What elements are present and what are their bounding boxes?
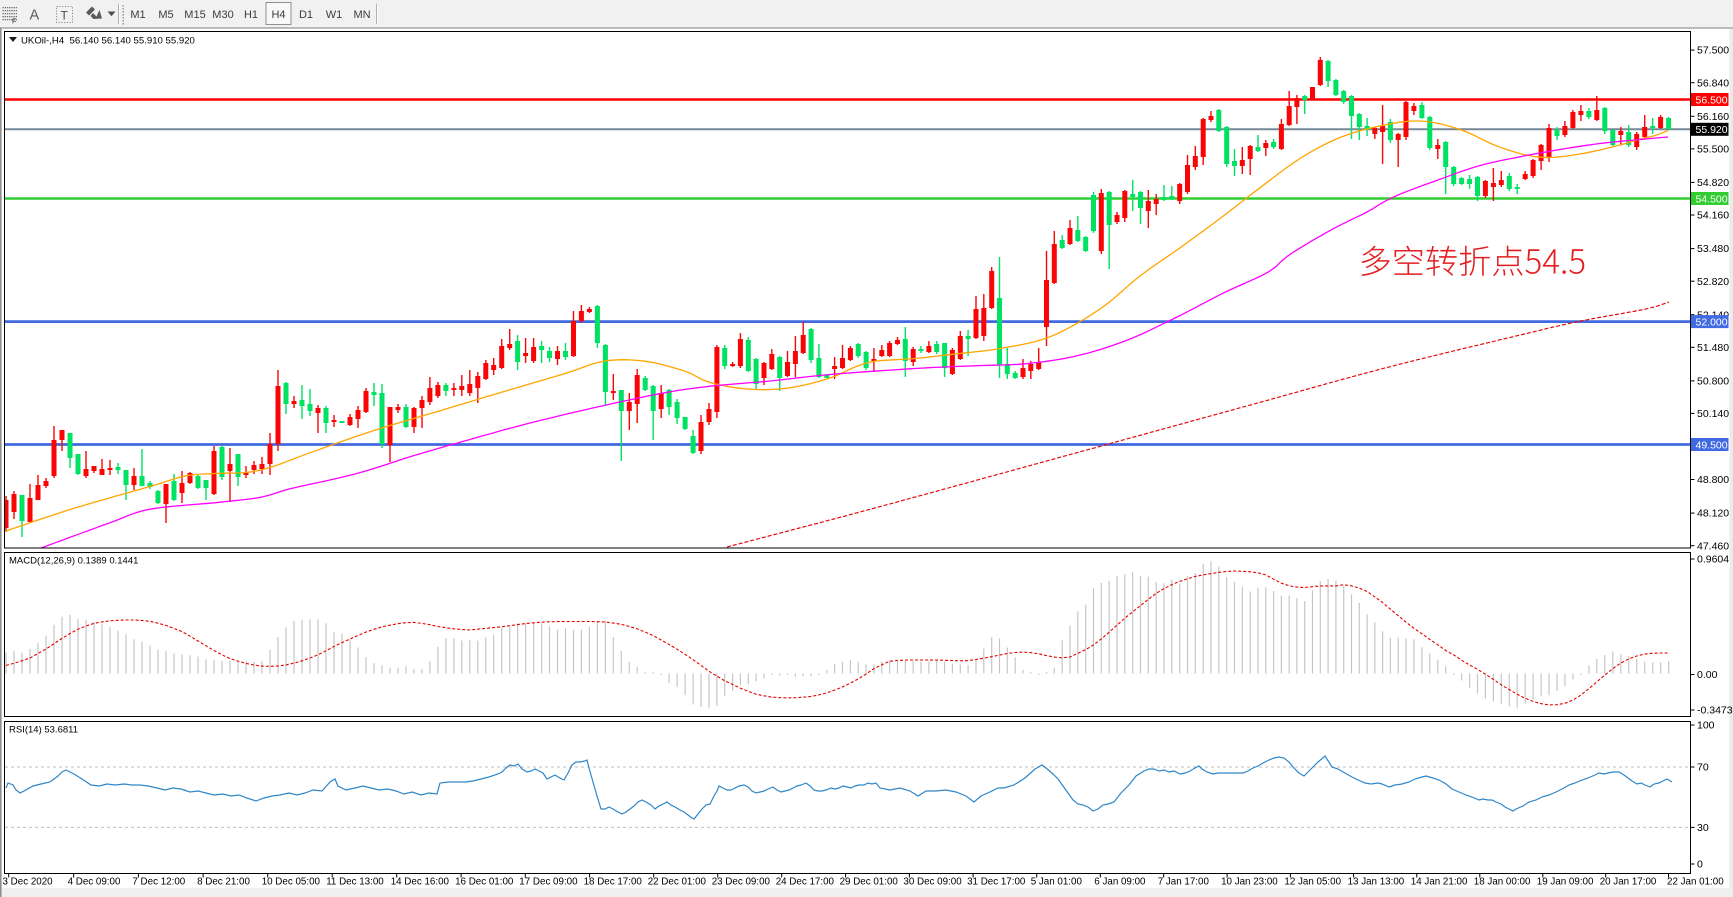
svg-text:18 Dec 17:00: 18 Dec 17:00 bbox=[584, 877, 643, 888]
svg-text:MACD(12,26,9) 0.1389 0.1441: MACD(12,26,9) 0.1389 0.1441 bbox=[9, 556, 138, 567]
svg-text:55.500: 55.500 bbox=[1697, 144, 1729, 156]
svg-text:14 Jan 21:00: 14 Jan 21:00 bbox=[1411, 877, 1468, 888]
svg-text:12 Jan 05:00: 12 Jan 05:00 bbox=[1284, 877, 1341, 888]
svg-text:54.160: 54.160 bbox=[1697, 210, 1729, 222]
svg-text:24 Dec 17:00: 24 Dec 17:00 bbox=[776, 877, 835, 888]
svg-text:M1: M1 bbox=[130, 9, 145, 21]
svg-text:56.160: 56.160 bbox=[1697, 111, 1729, 123]
svg-text:M5: M5 bbox=[158, 9, 173, 21]
svg-text:M30: M30 bbox=[212, 9, 233, 21]
svg-text:H1: H1 bbox=[244, 9, 258, 21]
svg-text:23 Dec 09:00: 23 Dec 09:00 bbox=[712, 877, 771, 888]
svg-text:30: 30 bbox=[1697, 822, 1709, 834]
svg-text:14 Dec 16:00: 14 Dec 16:00 bbox=[391, 877, 450, 888]
svg-text:RSI(14) 53.6811: RSI(14) 53.6811 bbox=[9, 725, 78, 736]
svg-text:10 Jan 23:00: 10 Jan 23:00 bbox=[1221, 877, 1278, 888]
svg-text:56.500: 56.500 bbox=[1696, 94, 1728, 106]
svg-text:A: A bbox=[30, 8, 40, 24]
svg-text:52.000: 52.000 bbox=[1696, 316, 1728, 328]
svg-text:17 Dec 09:00: 17 Dec 09:00 bbox=[519, 877, 578, 888]
svg-text:M15: M15 bbox=[184, 9, 205, 21]
svg-text:49.500: 49.500 bbox=[1696, 439, 1728, 451]
svg-text:MN: MN bbox=[353, 9, 370, 21]
svg-text:47.460: 47.460 bbox=[1697, 540, 1729, 552]
svg-text:22 Dec 01:00: 22 Dec 01:00 bbox=[648, 877, 707, 888]
svg-text:UKOil-,H4 56.140 56.140 55.91: UKOil-,H4 56.140 56.140 55.910 55.920 bbox=[21, 36, 195, 47]
svg-text:30 Dec 09:00: 30 Dec 09:00 bbox=[903, 877, 962, 888]
svg-text:-0.3473: -0.3473 bbox=[1697, 705, 1733, 717]
svg-text:7 Dec 12:00: 7 Dec 12:00 bbox=[132, 877, 185, 888]
svg-text:48.120: 48.120 bbox=[1697, 508, 1729, 520]
svg-text:29 Dec 01:00: 29 Dec 01:00 bbox=[840, 877, 899, 888]
svg-text:22 Jan 01:00: 22 Jan 01:00 bbox=[1667, 877, 1724, 888]
svg-text:56.840: 56.840 bbox=[1697, 77, 1729, 89]
svg-text:7 Jan 17:00: 7 Jan 17:00 bbox=[1158, 877, 1210, 888]
svg-text:53.480: 53.480 bbox=[1697, 243, 1729, 255]
svg-text:19 Jan 09:00: 19 Jan 09:00 bbox=[1537, 877, 1594, 888]
svg-text:10 Dec 05:00: 10 Dec 05:00 bbox=[262, 877, 321, 888]
svg-text:54.500: 54.500 bbox=[1696, 193, 1728, 205]
svg-text:W1: W1 bbox=[326, 9, 343, 21]
svg-text:0.9604: 0.9604 bbox=[1697, 554, 1729, 566]
svg-text:50.800: 50.800 bbox=[1697, 376, 1729, 388]
svg-text:18 Jan 00:00: 18 Jan 00:00 bbox=[1474, 877, 1531, 888]
svg-text:0: 0 bbox=[1697, 859, 1703, 871]
svg-text:100: 100 bbox=[1697, 720, 1715, 732]
svg-text:4 Dec 09:00: 4 Dec 09:00 bbox=[68, 877, 121, 888]
svg-text:31 Dec 17:00: 31 Dec 17:00 bbox=[967, 877, 1026, 888]
svg-text:70: 70 bbox=[1697, 762, 1709, 774]
svg-text:0.00: 0.00 bbox=[1697, 669, 1718, 681]
svg-text:F: F bbox=[12, 19, 16, 26]
svg-text:50.140: 50.140 bbox=[1697, 408, 1729, 420]
svg-text:8 Dec 21:00: 8 Dec 21:00 bbox=[197, 877, 250, 888]
svg-text:5 Jan 01:00: 5 Jan 01:00 bbox=[1031, 877, 1083, 888]
svg-text:51.480: 51.480 bbox=[1697, 342, 1729, 354]
svg-text:11 Dec 13:00: 11 Dec 13:00 bbox=[326, 877, 384, 888]
svg-text:55.920: 55.920 bbox=[1696, 124, 1728, 136]
svg-text:54.820: 54.820 bbox=[1697, 177, 1729, 189]
svg-text:52.820: 52.820 bbox=[1697, 276, 1729, 288]
svg-text:16 Dec 01:00: 16 Dec 01:00 bbox=[455, 877, 514, 888]
svg-text:H4: H4 bbox=[271, 9, 285, 21]
svg-text:48.800: 48.800 bbox=[1697, 474, 1729, 486]
svg-text:57.500: 57.500 bbox=[1697, 45, 1729, 57]
svg-text:T: T bbox=[61, 9, 69, 23]
svg-text:D1: D1 bbox=[299, 9, 313, 21]
svg-text:3 Dec 2020: 3 Dec 2020 bbox=[3, 877, 54, 888]
svg-text:6 Jan 09:00: 6 Jan 09:00 bbox=[1094, 877, 1146, 888]
svg-text:20 Jan 17:00: 20 Jan 17:00 bbox=[1600, 877, 1657, 888]
svg-text:13 Jan 13:00: 13 Jan 13:00 bbox=[1348, 877, 1405, 888]
